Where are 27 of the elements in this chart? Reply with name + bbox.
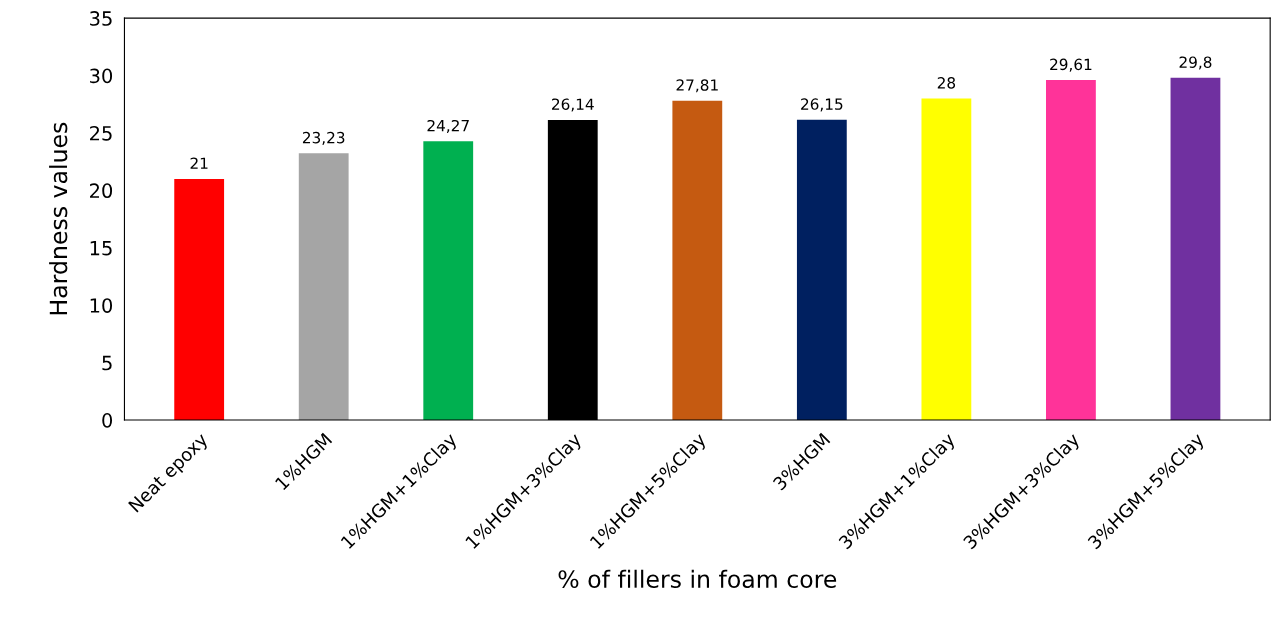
bar [423, 141, 474, 421]
bar [298, 153, 349, 421]
bar [672, 100, 723, 421]
y-tick-label: 10 [90, 298, 113, 313]
y-tick-label: 5 [102, 355, 112, 371]
bar [1170, 77, 1221, 421]
y-tick-label: 25 [90, 125, 112, 141]
y-tick-label: 15 [90, 241, 112, 256]
y-tick-label: 35 [90, 11, 112, 26]
y-tick-label: 0 [102, 413, 113, 428]
data-label: 21 [190, 157, 208, 169]
data-label: 29,61 [1050, 58, 1092, 72]
bar [921, 98, 972, 421]
bar [796, 119, 847, 421]
data-label: 28 [937, 77, 956, 89]
y-tick-label: 30 [90, 68, 113, 84]
bar [1046, 80, 1096, 421]
data-label: 23,23 [302, 131, 345, 145]
data-label: 29,8 [1179, 56, 1212, 70]
x-axis-title: % of fillers in foam core [558, 569, 837, 589]
y-axis-title: Hardness values [49, 122, 68, 315]
data-label: 26,15 [801, 98, 843, 112]
data-label: 26,14 [552, 98, 594, 112]
y-tick-label: 20 [90, 183, 113, 199]
bar [174, 178, 225, 421]
data-label: 27,81 [676, 79, 718, 93]
data-label: 24,27 [427, 119, 469, 134]
